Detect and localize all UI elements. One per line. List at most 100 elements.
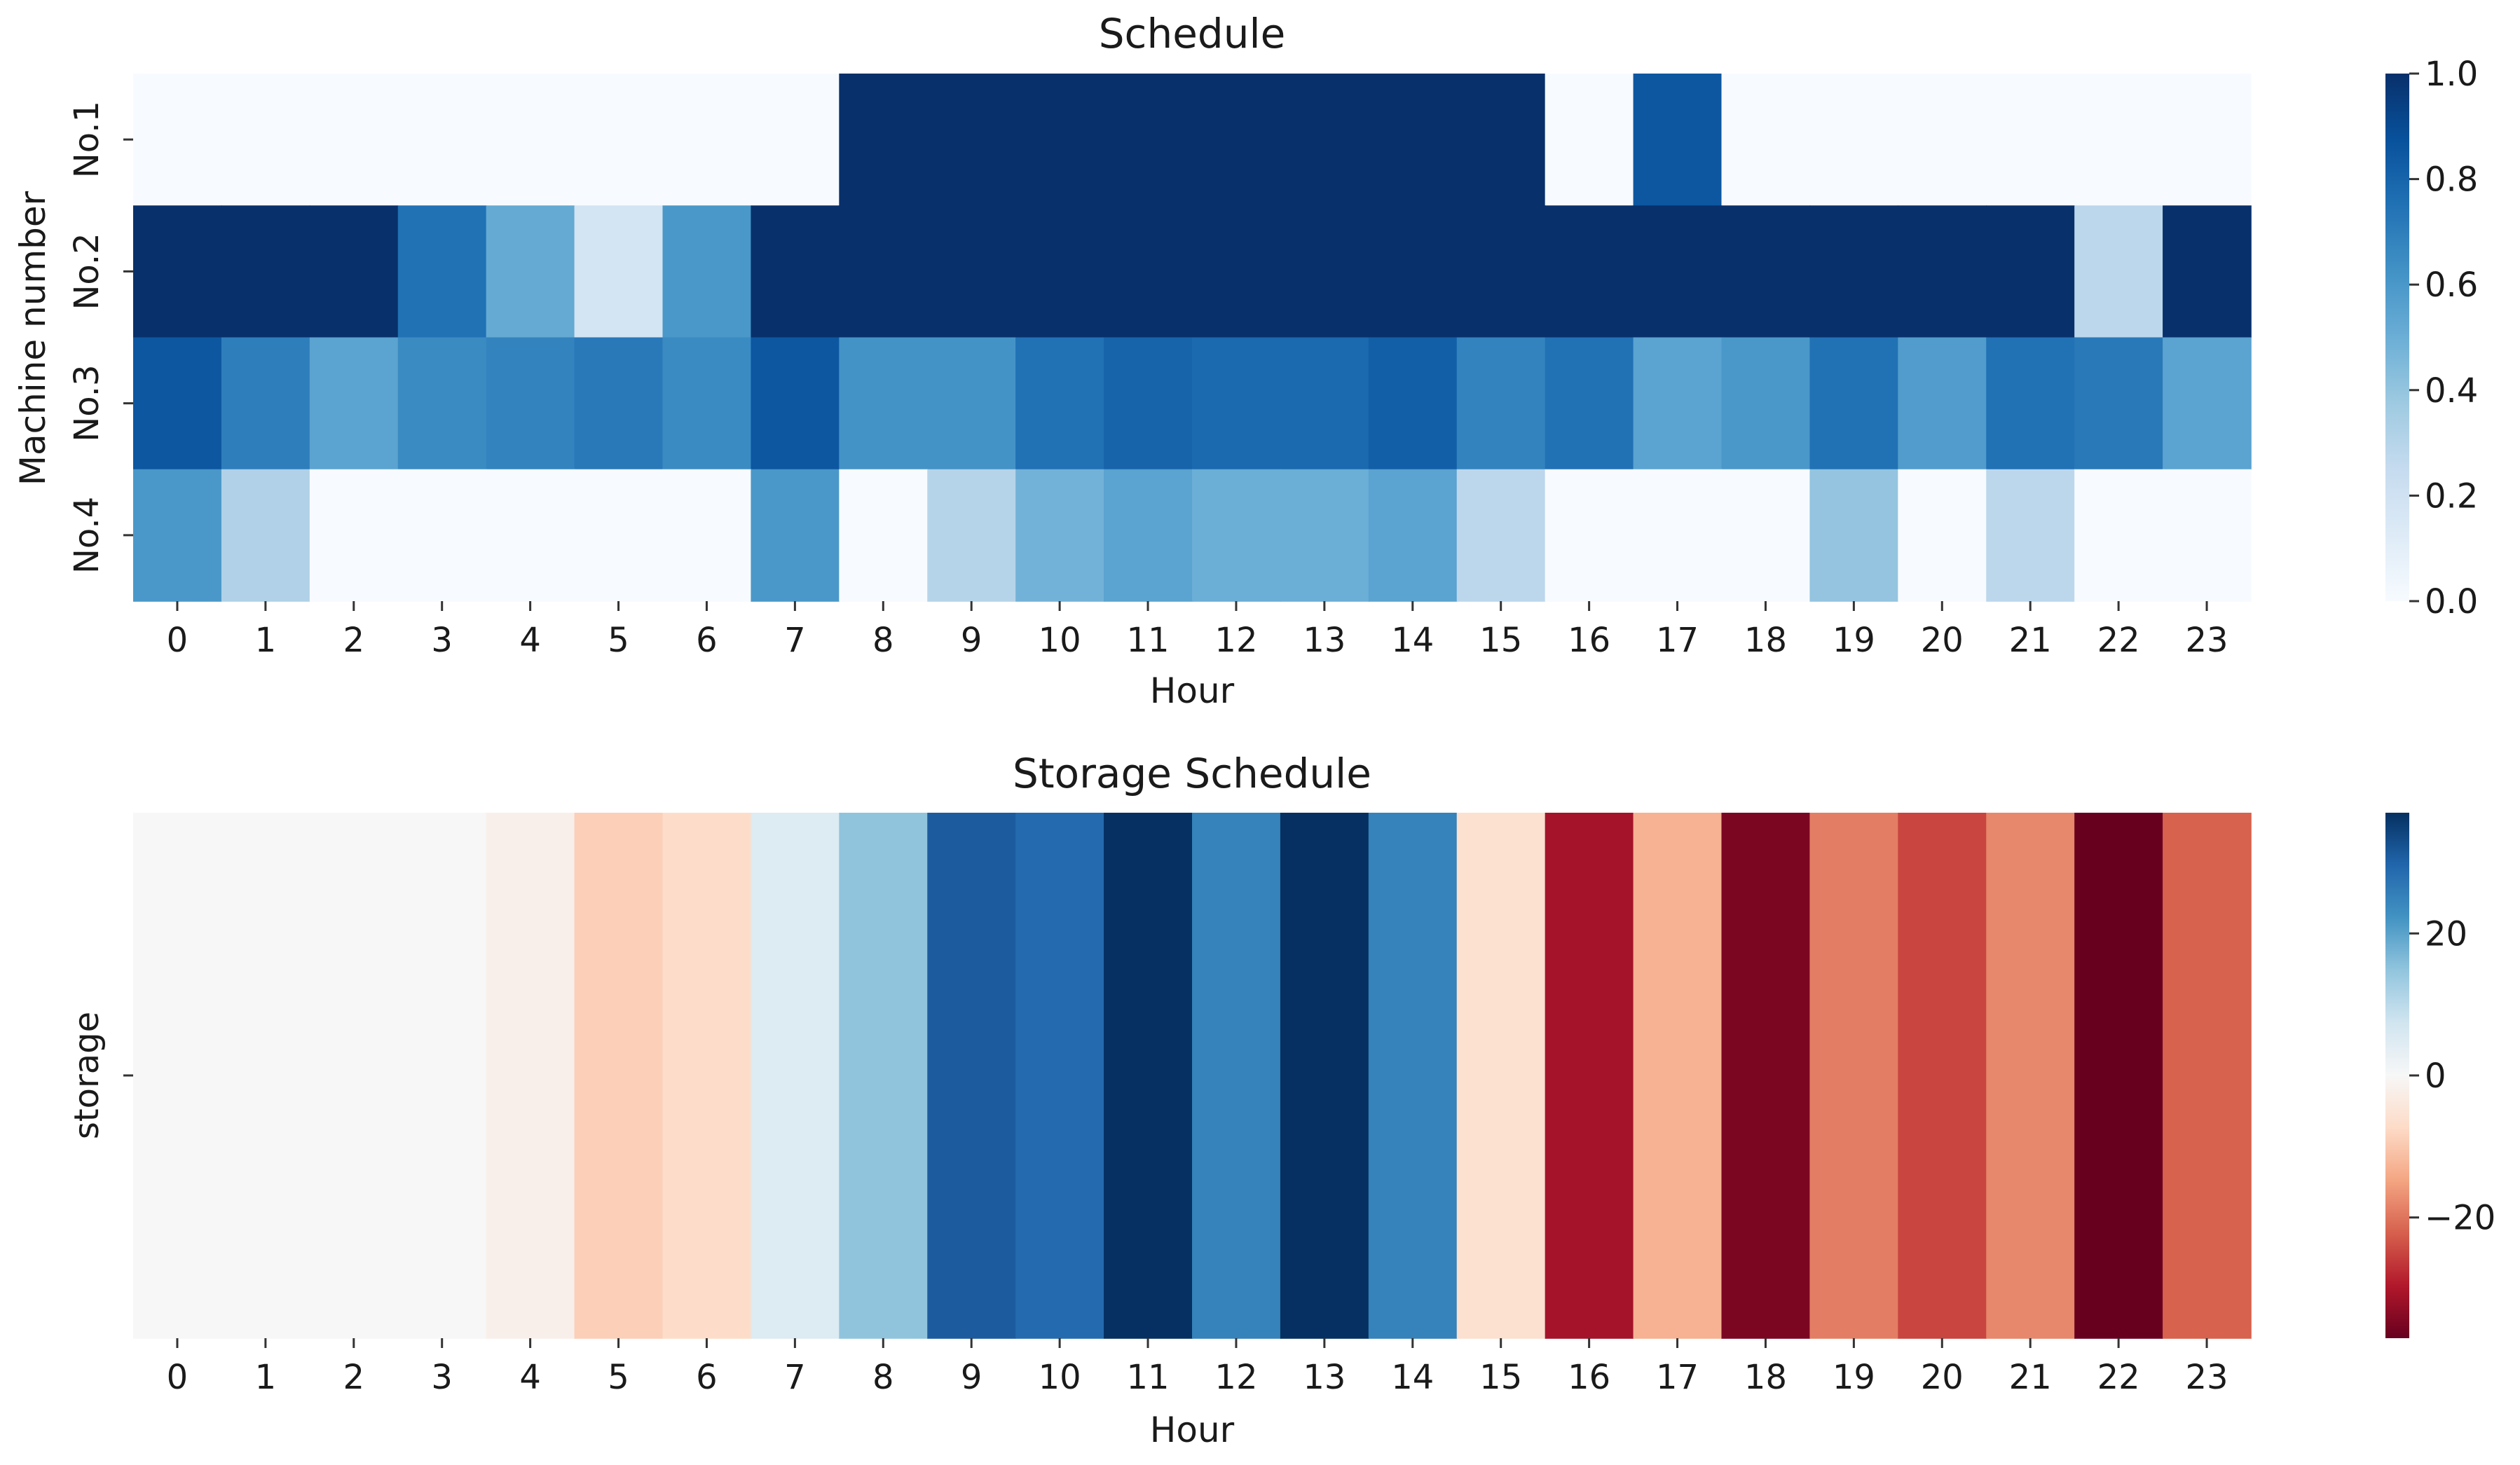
heatmap-cell [574, 813, 664, 1339]
colorbar-tick-label: 0.6 [2425, 266, 2478, 305]
x-tick-label: 10 [1039, 621, 1081, 660]
heatmap-cell [221, 813, 310, 1339]
heatmap-cell [751, 205, 840, 338]
heatmap-cell [1633, 74, 1723, 207]
x-tick-label: 10 [1039, 1358, 1081, 1397]
heatmap-cell [1721, 813, 1811, 1339]
x-tick-label: 12 [1214, 621, 1257, 660]
heatmap-cell [574, 469, 664, 602]
storage-colorbar-ticks: −20 0 20 [2409, 914, 2495, 1238]
heatmap-cell [1721, 337, 1811, 470]
storage-cells [133, 813, 2252, 1339]
y-tick-label: No.3 [67, 364, 107, 441]
heatmap-cell [1192, 813, 1281, 1339]
x-tick-label: 9 [961, 1358, 982, 1397]
heatmap-cell [1192, 337, 1281, 470]
heatmap-cell [1368, 469, 1458, 602]
heatmap-cell [2074, 337, 2163, 470]
schedule-title: Schedule [1099, 10, 1286, 57]
schedule-heatmap: Schedule 0 1 2 3 4 5 6 7 8 9 10 11 12 13 14 15 16 17 18 19 2… [13, 10, 2478, 711]
heatmap-cell [1721, 469, 1811, 602]
heatmap-cell [1986, 74, 2075, 207]
heatmap-cell [1986, 337, 2075, 470]
heatmap-cell [221, 205, 310, 338]
colorbar-tick-label: 20 [2425, 914, 2467, 954]
x-tick-label: 6 [696, 621, 718, 660]
heatmap-cell [574, 74, 664, 207]
storage-x-ticks: 0 1 2 3 4 5 6 7 8 9 10 11 12 13 14 15 16 17 18 19 20 21 22 23 [167, 1338, 2228, 1397]
heatmap-cell [1192, 469, 1281, 602]
x-tick-label: 13 [1303, 1358, 1345, 1397]
storage-title: Storage Schedule [1013, 750, 1371, 797]
x-tick-label: 14 [1391, 621, 1434, 660]
x-tick-label: 7 [784, 621, 806, 660]
storage-x-axis-label: Hour [1150, 1410, 1235, 1450]
x-tick-label: 20 [1921, 621, 1964, 660]
x-tick-label: 16 [1568, 1358, 1610, 1397]
heatmap-cell [1104, 337, 1193, 470]
heatmap-cell [221, 74, 310, 207]
colorbar-tick-label: 0 [2425, 1057, 2446, 1096]
heatmap-cell [1192, 205, 1281, 338]
heatmap-cell [133, 469, 222, 602]
x-tick-label: 11 [1127, 1358, 1170, 1397]
heatmap-cell [662, 337, 752, 470]
heatmap-cell [1633, 337, 1723, 470]
heatmap-cell [397, 469, 487, 602]
storage-colorbar: −20 0 20 [2385, 813, 2495, 1338]
heatmap-cell [2163, 469, 2252, 602]
schedule-y-ticks: No.1 No.2 No.3 No.4 [67, 101, 133, 574]
heatmap-cell [1898, 337, 1987, 470]
x-tick-label: 7 [784, 1358, 806, 1397]
heatmap-cell [1545, 74, 1634, 207]
heatmap-cell [1280, 469, 1369, 602]
heatmap-cell [2163, 205, 2252, 338]
y-tick-label: No.4 [67, 497, 107, 574]
heatmap-cell [751, 813, 840, 1339]
heatmap-cell [1986, 813, 2075, 1339]
heatmap-cell [486, 813, 575, 1339]
heatmap-cell [1104, 469, 1193, 602]
x-tick-label: 23 [2186, 621, 2228, 660]
x-tick-label: 2 [343, 621, 365, 660]
heatmap-cell [133, 205, 222, 338]
heatmap-cell [2074, 813, 2163, 1339]
schedule-colorbar-ticks: 0.0 0.2 0.4 0.6 0.8 1.0 [2409, 55, 2478, 621]
x-tick-label: 4 [519, 621, 541, 660]
heatmap-cell [751, 337, 840, 470]
heatmap-cell [309, 813, 399, 1339]
heatmap-cell [1368, 337, 1458, 470]
heatmap-cell [839, 205, 929, 338]
schedule-x-ticks: 0 1 2 3 4 5 6 7 8 9 10 11 12 13 14 15 16 17 18 19 20 21 22 23 [167, 601, 2228, 660]
heatmap-cell [1633, 205, 1723, 338]
x-tick-label: 9 [961, 621, 982, 660]
storage-heatmap: Storage Schedule 0 1 2 3 4 5 6 7 8 9 10 11 12 13 14 15 1… [67, 750, 2495, 1450]
heatmap-cell [1456, 205, 1546, 338]
x-tick-label: 0 [167, 621, 189, 660]
heatmap-cell [1280, 813, 1369, 1339]
heatmap-cell [1809, 205, 1899, 338]
heatmap-cell [662, 74, 752, 207]
heatmap-cell [662, 813, 752, 1339]
heatmap-cell [1368, 813, 1458, 1339]
heatmap-cell [1280, 205, 1369, 338]
heatmap-cell [1104, 205, 1193, 338]
x-tick-label: 4 [519, 1358, 541, 1397]
x-tick-label: 21 [2009, 621, 2052, 660]
heatmap-cell [133, 74, 222, 207]
schedule-colorbar-gradient [2385, 74, 2409, 601]
x-tick-label: 22 [2097, 621, 2140, 660]
x-tick-label: 19 [1833, 1358, 1875, 1397]
x-tick-label: 21 [2009, 1358, 2052, 1397]
heatmap-cell [397, 74, 487, 207]
x-tick-label: 1 [255, 621, 277, 660]
heatmap-cell [1721, 74, 1811, 207]
heatmap-cell [1809, 469, 1899, 602]
heatmap-cell [1456, 74, 1546, 207]
x-tick-label: 3 [431, 621, 453, 660]
colorbar-tick-label: 0.0 [2425, 582, 2478, 621]
schedule-y-axis-label: Machine number [13, 191, 53, 486]
heatmap-cell [486, 74, 575, 207]
heatmap-cell [1280, 337, 1369, 470]
x-tick-label: 1 [255, 1358, 277, 1397]
